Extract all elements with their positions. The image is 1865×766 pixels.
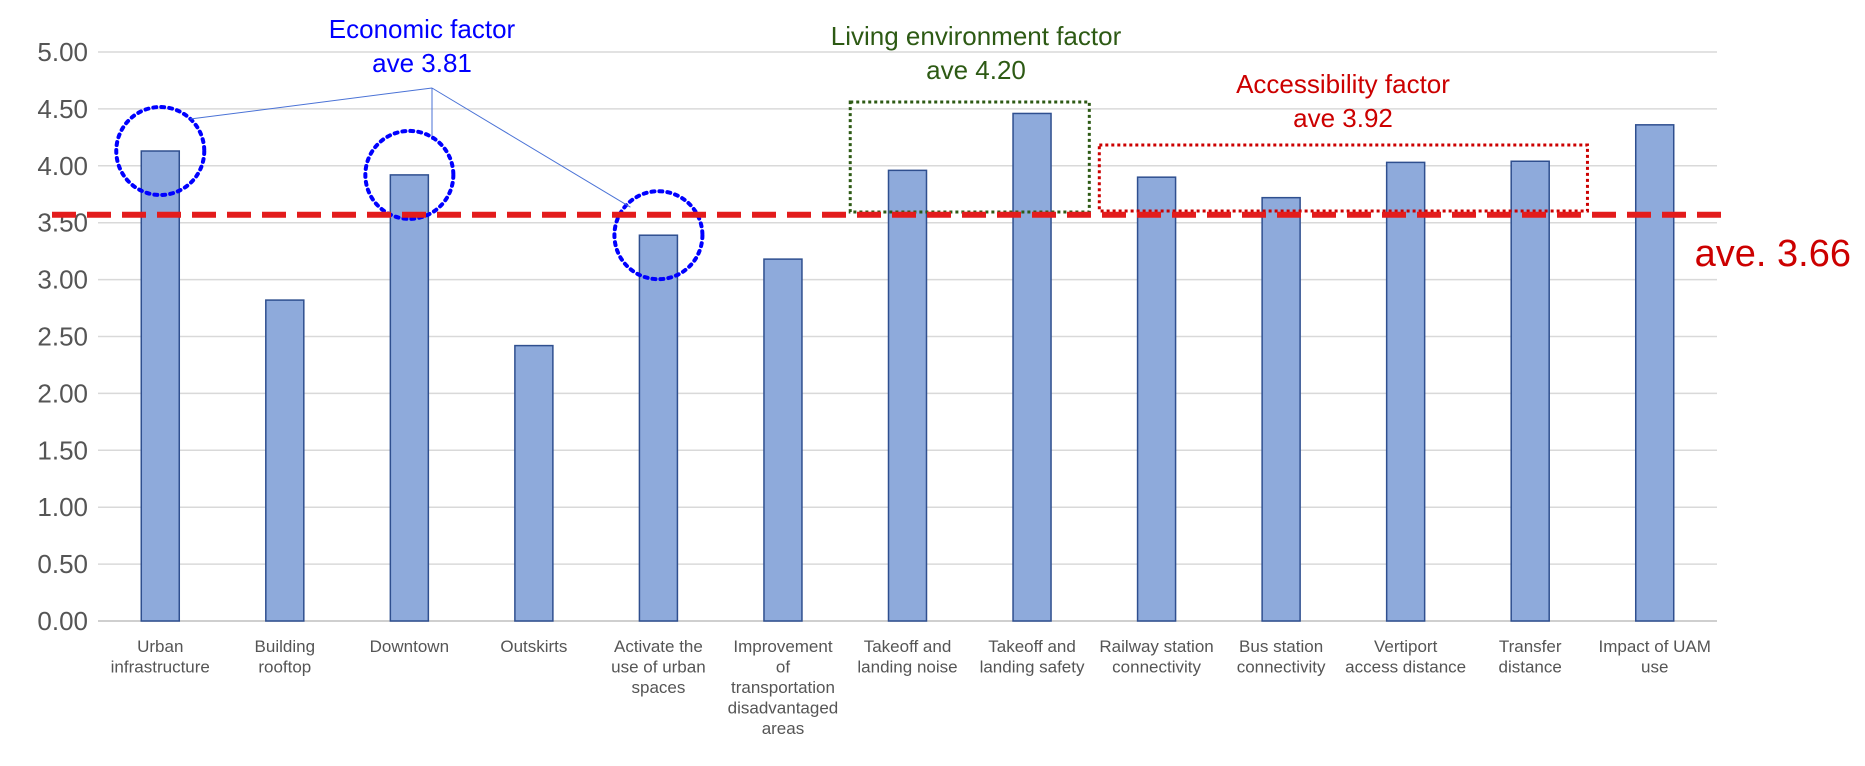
dotted-highlight-circle [363,128,456,221]
x-category-label: Activate the use of urban spaces [611,637,706,697]
x-category-label: Building rooftop [255,637,316,677]
factor-average-label: ave 3.92 [1293,103,1393,133]
x-axis-category-labels: Urban infrastructure Building rooftop Downto… [111,637,1711,738]
bar [1136,176,1177,622]
factor-name-label: Economic factor [329,14,516,44]
bar [638,234,679,622]
bar [1261,196,1301,622]
bar [389,174,430,622]
x-category-label: Impact of UAM use [1599,637,1711,677]
y-tick-label: 4.00 [37,151,88,181]
y-tick-label: 5.00 [37,37,88,67]
y-tick-label: 2.00 [37,378,88,408]
factor-accessibility-factor: Accessibility factor ave 3.92 [1097,69,1589,213]
bar [1012,112,1052,622]
y-tick-label: 1.50 [37,435,88,465]
bar [265,299,305,622]
average-line-group: ave. 3.66 [52,211,1851,275]
bar [887,169,928,622]
bar [1634,124,1675,622]
x-category-label: Downtown [370,637,449,656]
x-category-label: Transfer distance [1499,637,1562,677]
dotted-highlight-box [848,100,1091,214]
leader-line [190,87,433,120]
x-category-label: Outskirts [500,637,567,656]
average-line-label: ave. 3.66 [1695,233,1851,275]
bar [1510,160,1550,622]
dotted-highlight-circle [114,105,207,198]
factor-annotations: Economic factor ave 3.81 Living environmen… [114,14,1589,282]
y-tick-label: 0.00 [37,606,88,636]
x-category-label: Takeoff and landing noise [857,637,957,677]
factor-average-label: ave 3.81 [372,48,472,78]
factor-living-environment-factor: Living environment factor ave 4.20 [831,21,1122,214]
x-category-label: Takeoff and landing safety [980,637,1085,677]
y-tick-label: 4.50 [37,94,88,124]
bars [140,112,1675,622]
x-category-label: Railway station connectivity [1099,637,1213,677]
factor-economic-factor: Economic factor ave 3.81 [114,14,705,282]
bar [140,150,181,622]
x-category-label: Bus station connectivity [1237,637,1326,677]
factor-name-label: Accessibility factor [1236,69,1450,99]
x-category-label: Urban infrastructure [111,637,210,677]
y-tick-label: 2.50 [37,322,88,352]
y-tick-label: 3.00 [37,265,88,295]
leader-line [431,87,631,208]
dotted-highlight-box [1097,143,1589,213]
y-tick-label: 1.00 [37,492,88,522]
factor-average-label: ave 4.20 [926,55,1026,85]
factor-name-label: Living environment factor [831,21,1122,51]
bar [763,258,803,622]
bar [514,344,554,622]
bar [1385,161,1426,622]
x-category-label: Vertiport access distance [1345,637,1466,677]
y-tick-label: 0.50 [37,549,88,579]
x-category-label: Improvement of transportation disadvantaged… [728,637,839,738]
y-axis-tick-labels: 0.000.501.001.502.002.503.003.504.004.50… [37,37,88,636]
dotted-highlight-circle [612,189,705,282]
